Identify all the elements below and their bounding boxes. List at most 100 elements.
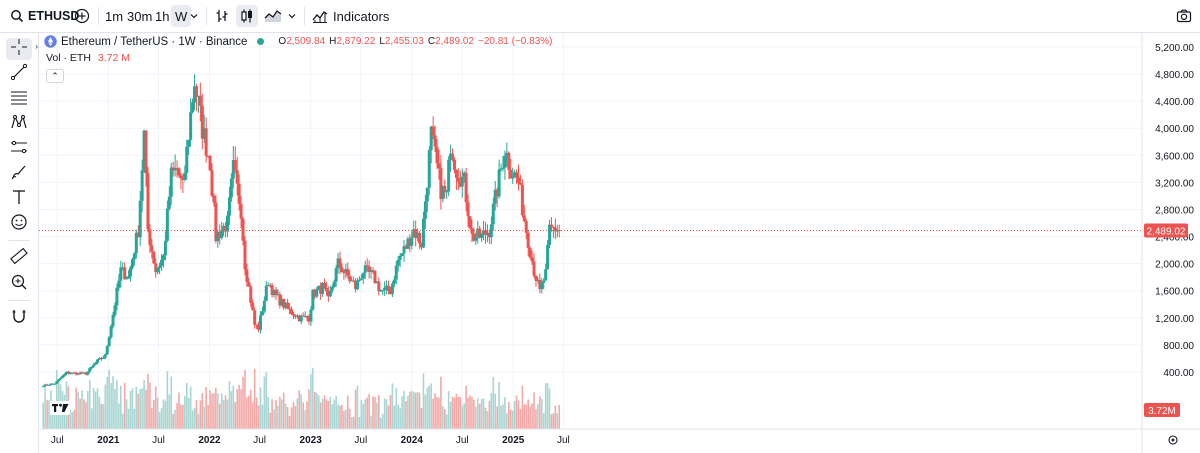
candle-body: [390, 283, 394, 295]
candle-body: [299, 315, 303, 322]
volume-bar: [251, 402, 254, 429]
candle-body: [266, 285, 270, 287]
interval-1h[interactable]: 1h: [155, 0, 169, 32]
candle-body: [303, 316, 307, 318]
candle-body: [478, 228, 482, 238]
volume-bar: [366, 397, 368, 429]
candle-body: [78, 372, 82, 374]
candle-body: [456, 177, 460, 182]
volume-bar: [197, 413, 200, 429]
volume-bar: [96, 388, 99, 429]
interval-w[interactable]: W: [171, 0, 192, 32]
candle-body: [293, 315, 297, 317]
snapshot-button[interactable]: [1176, 0, 1192, 32]
volume-bar: [290, 407, 293, 429]
volume-bar: [201, 393, 204, 429]
volume-bar: [457, 396, 460, 429]
price-chart[interactable]: 5,200.00 4,800.00 4,400.00 4,000.00 3,600.00…: [39, 33, 1200, 453]
compare-button[interactable]: [74, 0, 90, 32]
candle-body: [542, 280, 546, 283]
candles-chart-type-button[interactable]: [236, 0, 258, 32]
time-tick-label: Jul: [354, 435, 367, 446]
trend-line-tool[interactable]: [8, 63, 30, 85]
interval-30m[interactable]: 30m: [127, 0, 152, 32]
price-tick-label: 400.00: [1163, 368, 1194, 379]
candle-body: [484, 230, 488, 235]
text-tool[interactable]: [8, 188, 30, 210]
candle-body: [262, 300, 266, 312]
candle-body: [439, 168, 443, 200]
volume-bar: [509, 409, 512, 429]
indicators-icon: [312, 8, 328, 24]
candle-body: [441, 185, 445, 200]
zoom-in-tool[interactable]: [8, 273, 30, 295]
candle-body: [88, 368, 92, 372]
brush-tool[interactable]: [8, 163, 30, 185]
candle-body: [557, 230, 561, 232]
price-tick-label: 5,200.00: [1155, 43, 1194, 54]
volume-bar: [195, 399, 198, 429]
candle-body: [321, 283, 325, 294]
candle-body: [233, 159, 237, 171]
settings-icon-center: [1171, 438, 1175, 442]
volume-bar: [85, 402, 87, 429]
volume-bar: [125, 399, 128, 429]
candle-body: [532, 261, 536, 276]
settings-icon[interactable]: [1168, 435, 1178, 445]
tool-divider: [8, 300, 30, 301]
volume-bar: [46, 399, 48, 429]
volume-bar: [121, 413, 124, 429]
close-value: 2,489.02: [435, 36, 474, 47]
volume-bar: [323, 395, 326, 429]
magnet-tool[interactable]: [8, 307, 30, 329]
volume-bar: [329, 396, 332, 429]
measure-tool[interactable]: [8, 138, 30, 160]
interval-30m-label: 30m: [127, 8, 153, 24]
volume-bar: [434, 393, 436, 429]
interval-1m[interactable]: 1m: [105, 0, 123, 32]
area-chart-type-button[interactable]: [264, 0, 282, 32]
candle-body: [447, 159, 451, 192]
chart-type-dropdown[interactable]: [287, 0, 297, 32]
volume-bar: [275, 400, 277, 429]
candle-body: [449, 153, 453, 160]
volume-bar: [145, 389, 147, 429]
indicators-button[interactable]: Indicators: [312, 0, 389, 32]
volume-bar: [527, 399, 529, 429]
symbol-title[interactable]: Ethereum / TetherUS · 1W · Binance: [61, 35, 248, 48]
volume-bar: [88, 379, 91, 429]
volume-bar: [248, 395, 250, 429]
time-tick-label: 2022: [198, 435, 221, 446]
ruler-tool[interactable]: [8, 247, 30, 269]
volume-bar: [110, 383, 112, 429]
pattern-tool[interactable]: [8, 113, 30, 135]
tradingview-logo[interactable]: [50, 401, 70, 415]
candle-body: [421, 218, 425, 248]
collapse-legend-button[interactable]: ⌃: [46, 69, 64, 83]
volume-bar: [438, 397, 440, 429]
volume-bar: [537, 403, 539, 429]
candle-body: [509, 169, 513, 179]
candle-body: [536, 279, 540, 281]
symbol-search[interactable]: ETHUSD: [10, 0, 79, 32]
time-tick-label: Jul: [51, 435, 64, 446]
candle-body: [70, 372, 74, 374]
candle-body: [315, 289, 319, 297]
horizontal-lines-tool[interactable]: [8, 88, 30, 110]
emoji-tool[interactable]: [8, 213, 30, 235]
volume-bar: [443, 409, 446, 429]
crosshair-tool[interactable]: ›: [6, 38, 38, 60]
interval-dropdown[interactable]: [189, 0, 199, 32]
volume-bar: [164, 400, 167, 429]
volume-bar: [215, 387, 217, 429]
volume-bar: [418, 392, 421, 429]
candle-body: [220, 230, 224, 238]
candle-body: [156, 268, 160, 273]
volume-bar: [523, 404, 526, 429]
volume-bar: [548, 388, 551, 429]
high-label: H: [329, 36, 337, 47]
volume-bar: [284, 403, 287, 429]
candle-body: [125, 278, 129, 280]
bar-chart-type-button[interactable]: [214, 0, 230, 32]
price-tick-label: 3,200.00: [1155, 178, 1194, 189]
